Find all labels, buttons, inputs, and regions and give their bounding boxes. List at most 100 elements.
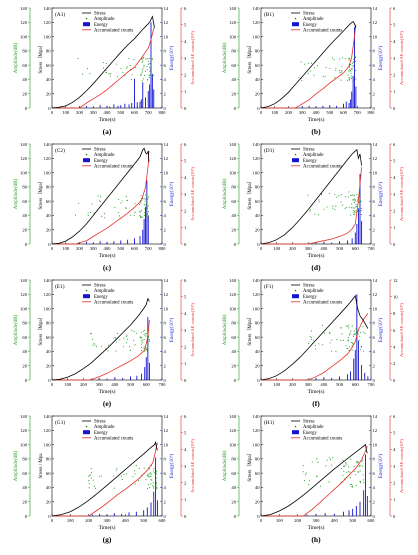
chart-panel-7: 020406080100120140Amplitude(dB)020406080… xyxy=(14,414,195,544)
amplitude-point xyxy=(351,195,353,197)
energy-tick-label: 6 xyxy=(164,335,167,340)
amplitude-point xyxy=(351,77,353,79)
amplitude-point xyxy=(355,203,357,205)
legend-label: Amplitude xyxy=(94,425,115,430)
amplitude-point xyxy=(360,209,362,211)
amplitude-point xyxy=(349,346,351,348)
amplitude-point xyxy=(342,459,344,462)
energy-tick-label: 6 xyxy=(373,63,376,68)
stress-tick-label: 60 xyxy=(46,471,51,476)
counts-line xyxy=(52,319,150,381)
amplitude-tick-label: 120 xyxy=(20,156,28,161)
amplitude-tick-label: 80 xyxy=(231,457,236,462)
x-tick-label: 600 xyxy=(159,518,167,523)
energy-bar xyxy=(336,105,338,108)
energy-bar xyxy=(79,242,80,244)
amplitude-tick-label: 120 xyxy=(20,20,28,25)
amplitude-point xyxy=(352,194,354,196)
energy-bar xyxy=(139,236,141,244)
amplitude-point xyxy=(115,341,117,343)
legend-label: Amplitude xyxy=(94,153,115,158)
amplitude-point xyxy=(355,484,357,486)
amplitude-point xyxy=(353,213,355,215)
x-tick-label: 0 xyxy=(51,246,54,251)
amplitude-point xyxy=(325,465,327,467)
energy-axis-label: Energy(10⁶) xyxy=(169,453,175,478)
panel-caption: (a) xyxy=(103,127,112,136)
energy-bar xyxy=(156,500,158,516)
amplitude-point xyxy=(360,332,362,334)
counts-tick-label: 0 xyxy=(393,106,396,111)
amplitude-point xyxy=(351,325,353,327)
counts-tick-label: 5 xyxy=(184,294,187,299)
counts-tick-label: 8 xyxy=(393,311,396,316)
energy-bar xyxy=(155,457,157,516)
x-tick-label: 400 xyxy=(320,382,328,387)
amplitude-point xyxy=(110,73,112,75)
amplitude-tick-label: 40 xyxy=(231,77,236,82)
energy-bar xyxy=(357,208,359,244)
legend-label: Energy xyxy=(303,431,317,436)
legend-swatch-amplitude xyxy=(85,289,88,292)
energy-tick-label: 12 xyxy=(373,292,378,297)
stress-tick-label: 140 xyxy=(44,414,52,419)
energy-tick-label: 10 xyxy=(373,442,378,447)
energy-tick-label: 14 xyxy=(164,278,169,283)
chart-panel-6: 020406080100120140Amplitude(dB)020406080… xyxy=(223,278,404,408)
amplitude-point xyxy=(77,57,79,60)
amplitude-point xyxy=(142,57,144,60)
energy-tick-label: 12 xyxy=(373,428,378,433)
counts-tick-label: 1 xyxy=(393,497,396,502)
amplitude-point xyxy=(140,209,142,211)
amplitude-point xyxy=(342,339,345,341)
energy-tick-label: 14 xyxy=(373,414,378,419)
energy-bar xyxy=(144,367,146,380)
stress-line xyxy=(51,15,155,109)
amplitude-point xyxy=(312,339,314,341)
energy-bar xyxy=(352,75,354,108)
energy-bar xyxy=(113,241,115,244)
counts-axis-label: Accumulated AE counts(10⁵) xyxy=(190,439,195,493)
energy-bar xyxy=(99,513,101,516)
amplitude-point xyxy=(341,204,344,206)
amplitude-point xyxy=(149,74,151,76)
amplitude-point xyxy=(144,333,146,335)
amplitude-point xyxy=(318,214,320,216)
panel-tag: (D1) xyxy=(264,147,274,154)
x-tick-label: 100 xyxy=(67,518,75,523)
amplitude-point xyxy=(340,481,342,483)
amplitude-point xyxy=(355,206,357,208)
amplitude-tick-label: 100 xyxy=(229,170,237,175)
amplitude-point xyxy=(142,342,144,344)
amplitude-point xyxy=(139,216,142,218)
amplitude-point xyxy=(360,349,362,351)
amplitude-point xyxy=(143,214,145,216)
amplitude-point xyxy=(122,71,124,73)
amplitude-point xyxy=(322,344,324,346)
energy-bar xyxy=(150,502,152,516)
amplitude-point xyxy=(344,58,346,60)
amplitude-tick-label: 80 xyxy=(22,321,27,326)
energy-bar xyxy=(355,506,357,516)
energy-tick-label: 12 xyxy=(164,428,169,433)
amplitude-point xyxy=(90,468,92,470)
amplitude-tick-label: 80 xyxy=(231,185,236,190)
amplitude-point xyxy=(140,337,142,339)
amplitude-point xyxy=(314,348,316,350)
amplitude-point xyxy=(133,215,135,217)
energy-bar xyxy=(363,490,365,516)
amplitude-point xyxy=(354,198,356,200)
amplitude-point xyxy=(355,210,357,212)
amplitude-tick-label: 120 xyxy=(229,20,237,25)
amplitude-point xyxy=(129,64,131,66)
amplitude-point xyxy=(358,339,360,341)
amplitude-point xyxy=(357,333,359,335)
panel-caption: (d) xyxy=(311,263,321,272)
amplitude-point xyxy=(326,459,328,461)
counts-tick-label: 4 xyxy=(393,175,396,180)
amplitude-point xyxy=(311,336,313,338)
amplitude-point xyxy=(352,66,354,68)
amplitude-point xyxy=(82,73,84,75)
amplitude-point xyxy=(348,466,350,468)
energy-bar xyxy=(99,105,101,108)
